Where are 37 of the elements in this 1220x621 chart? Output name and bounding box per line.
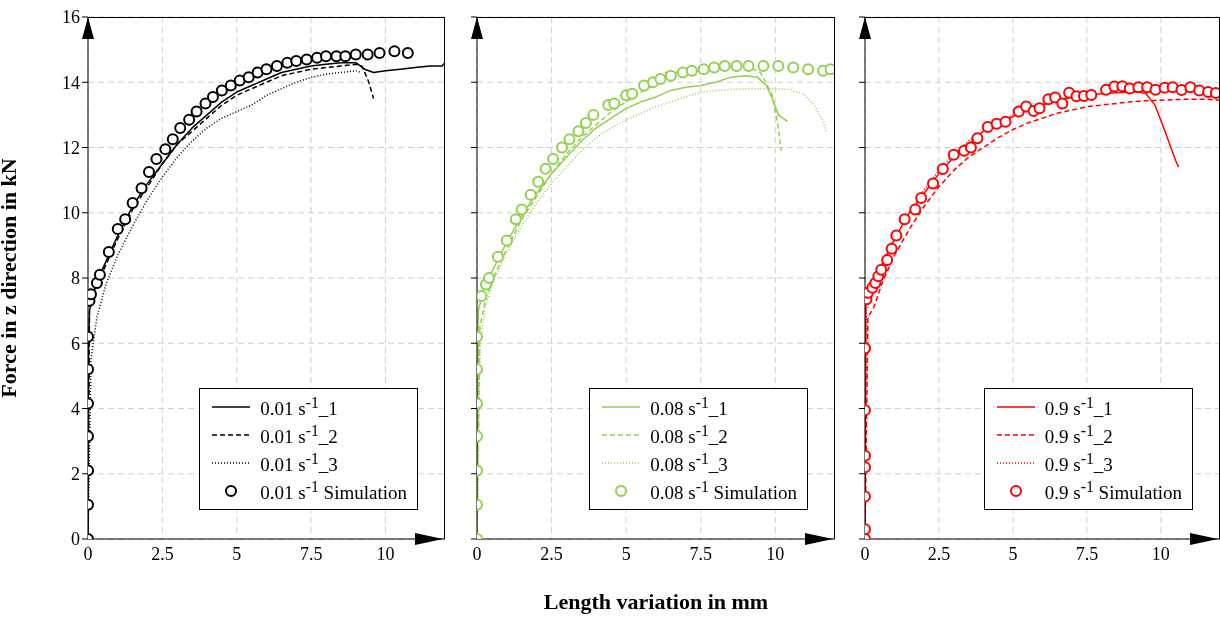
x-tick-label: 10 (376, 543, 395, 564)
y-tick-label: 2 (71, 464, 80, 485)
x-tick-label: 10 (1151, 543, 1170, 564)
legend-label: 0.01 s$^{-1}$_1 (260, 393, 338, 421)
legend-label: 0.08 s$^{-1}$_2 (650, 421, 728, 449)
legend-label: 0.01 s$^{-1}$_2 (260, 421, 338, 449)
legend-label: 0.01 s$^{-1}$ Simulation (260, 477, 407, 505)
y-tick-label: 12 (62, 137, 80, 158)
legend-label: 0.08 s$^{-1}$_3 (650, 449, 728, 477)
x-tick-label: 2.5 (927, 543, 951, 564)
legend-label: 0.9 s$^{-1}$ Simulation (1044, 477, 1182, 505)
x-tick-label: 7.5 (1075, 543, 1099, 564)
y-tick-label: 0 (71, 529, 80, 550)
x-tick-label: 2.5 (540, 543, 563, 564)
x-tick-label: 7.5 (689, 543, 712, 564)
y-tick-label: 14 (62, 72, 80, 93)
x-tick-label: 0 (860, 543, 870, 564)
y-tick-label: 10 (62, 203, 80, 224)
legend-label: 0.9 s$^{-1}$_3 (1044, 449, 1113, 477)
x-axis-title: Length variation in mm (543, 589, 769, 614)
legend-label: 0.9 s$^{-1}$_2 (1044, 421, 1113, 449)
x-tick-label: 7.5 (299, 543, 323, 564)
legend-label: 0.08 s$^{-1}$ Simulation (650, 477, 797, 505)
x-tick-label: 0 (472, 543, 482, 564)
y-tick-label: 16 (62, 7, 80, 28)
y-tick-label: 4 (71, 398, 80, 419)
x-tick-label: 5 (232, 543, 242, 564)
legend-label: 0.08 s$^{-1}$_1 (650, 393, 728, 421)
x-tick-label: 2.5 (151, 543, 174, 564)
x-tick-label: 5 (1008, 543, 1018, 564)
legend-label: 0.01 s$^{-1}$_3 (260, 449, 338, 477)
y-axis-title: Force in z direction in kN (0, 158, 21, 398)
x-tick-label: 10 (766, 543, 785, 564)
x-tick-label: 5 (621, 543, 631, 564)
y-tick-label: 8 (71, 268, 80, 289)
y-tick-label: 6 (71, 333, 80, 354)
legend-label: 0.9 s$^{-1}$_1 (1044, 393, 1113, 421)
